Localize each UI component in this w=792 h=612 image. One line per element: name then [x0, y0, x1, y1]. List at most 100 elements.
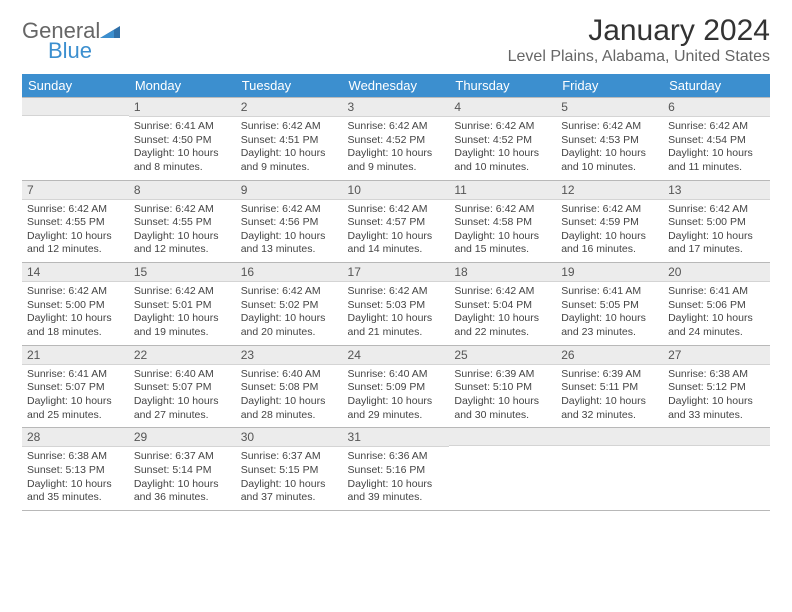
day-number: 6	[663, 98, 770, 117]
day-cell	[449, 428, 556, 511]
day-cell	[22, 98, 129, 181]
day-details: Sunrise: 6:42 AMSunset: 5:01 PMDaylight:…	[129, 282, 236, 345]
day-details: Sunrise: 6:42 AMSunset: 4:54 PMDaylight:…	[663, 117, 770, 180]
day-cell: 18Sunrise: 6:42 AMSunset: 5:04 PMDayligh…	[449, 263, 556, 346]
calendar-header-row: SundayMondayTuesdayWednesdayThursdayFrid…	[22, 74, 770, 98]
day-cell: 21Sunrise: 6:41 AMSunset: 5:07 PMDayligh…	[22, 345, 129, 428]
day-number: 5	[556, 98, 663, 117]
day-cell: 22Sunrise: 6:40 AMSunset: 5:07 PMDayligh…	[129, 345, 236, 428]
day-details: Sunrise: 6:38 AMSunset: 5:13 PMDaylight:…	[22, 447, 129, 510]
day-number: 3	[343, 98, 450, 117]
week-row: 7Sunrise: 6:42 AMSunset: 4:55 PMDaylight…	[22, 180, 770, 263]
day-details: Sunrise: 6:42 AMSunset: 4:51 PMDaylight:…	[236, 117, 343, 180]
day-details: Sunrise: 6:37 AMSunset: 5:14 PMDaylight:…	[129, 447, 236, 510]
day-header: Thursday	[449, 74, 556, 98]
day-details: Sunrise: 6:42 AMSunset: 4:55 PMDaylight:…	[22, 200, 129, 263]
day-details: Sunrise: 6:41 AMSunset: 5:06 PMDaylight:…	[663, 282, 770, 345]
day-cell: 23Sunrise: 6:40 AMSunset: 5:08 PMDayligh…	[236, 345, 343, 428]
week-row: 21Sunrise: 6:41 AMSunset: 5:07 PMDayligh…	[22, 345, 770, 428]
day-cell: 28Sunrise: 6:38 AMSunset: 5:13 PMDayligh…	[22, 428, 129, 511]
day-details: Sunrise: 6:40 AMSunset: 5:09 PMDaylight:…	[343, 365, 450, 428]
day-number: 15	[129, 263, 236, 282]
day-number: 19	[556, 263, 663, 282]
day-number: 4	[449, 98, 556, 117]
day-cell	[556, 428, 663, 511]
day-number: 11	[449, 181, 556, 200]
day-number: 2	[236, 98, 343, 117]
day-cell: 19Sunrise: 6:41 AMSunset: 5:05 PMDayligh…	[556, 263, 663, 346]
day-details: Sunrise: 6:42 AMSunset: 4:52 PMDaylight:…	[449, 117, 556, 180]
day-number: 9	[236, 181, 343, 200]
day-number: 17	[343, 263, 450, 282]
day-number: 18	[449, 263, 556, 282]
calendar-table: SundayMondayTuesdayWednesdayThursdayFrid…	[22, 74, 770, 511]
day-cell: 25Sunrise: 6:39 AMSunset: 5:10 PMDayligh…	[449, 345, 556, 428]
day-cell: 10Sunrise: 6:42 AMSunset: 4:57 PMDayligh…	[343, 180, 450, 263]
day-details: Sunrise: 6:42 AMSunset: 4:59 PMDaylight:…	[556, 200, 663, 263]
day-number: 16	[236, 263, 343, 282]
day-cell: 2Sunrise: 6:42 AMSunset: 4:51 PMDaylight…	[236, 98, 343, 181]
brand-logo: General Blue	[22, 18, 122, 64]
day-details: Sunrise: 6:42 AMSunset: 4:56 PMDaylight:…	[236, 200, 343, 263]
day-cell: 15Sunrise: 6:42 AMSunset: 5:01 PMDayligh…	[129, 263, 236, 346]
day-cell: 4Sunrise: 6:42 AMSunset: 4:52 PMDaylight…	[449, 98, 556, 181]
day-number: 28	[22, 428, 129, 447]
day-number: 22	[129, 346, 236, 365]
day-details: Sunrise: 6:40 AMSunset: 5:07 PMDaylight:…	[129, 365, 236, 428]
day-number: 7	[22, 181, 129, 200]
day-number: 25	[449, 346, 556, 365]
day-details: Sunrise: 6:40 AMSunset: 5:08 PMDaylight:…	[236, 365, 343, 428]
calendar-body: 1Sunrise: 6:41 AMSunset: 4:50 PMDaylight…	[22, 98, 770, 511]
day-details: Sunrise: 6:42 AMSunset: 4:55 PMDaylight:…	[129, 200, 236, 263]
day-cell	[663, 428, 770, 511]
day-cell: 24Sunrise: 6:40 AMSunset: 5:09 PMDayligh…	[343, 345, 450, 428]
day-number: 27	[663, 346, 770, 365]
page-title: January 2024	[508, 14, 770, 48]
day-header: Sunday	[22, 74, 129, 98]
day-cell: 13Sunrise: 6:42 AMSunset: 5:00 PMDayligh…	[663, 180, 770, 263]
day-number: 14	[22, 263, 129, 282]
day-details: Sunrise: 6:42 AMSunset: 5:02 PMDaylight:…	[236, 282, 343, 345]
calendar-page: General Blue January 2024 Level Plains, …	[0, 0, 792, 612]
day-number: 24	[343, 346, 450, 365]
location: Level Plains, Alabama, United States	[508, 48, 770, 66]
day-cell: 11Sunrise: 6:42 AMSunset: 4:58 PMDayligh…	[449, 180, 556, 263]
day-cell: 27Sunrise: 6:38 AMSunset: 5:12 PMDayligh…	[663, 345, 770, 428]
day-header: Monday	[129, 74, 236, 98]
day-number: 29	[129, 428, 236, 447]
day-details: Sunrise: 6:42 AMSunset: 4:58 PMDaylight:…	[449, 200, 556, 263]
day-details: Sunrise: 6:42 AMSunset: 5:04 PMDaylight:…	[449, 282, 556, 345]
day-number: 30	[236, 428, 343, 447]
header: General Blue January 2024 Level Plains, …	[22, 14, 770, 66]
day-details: Sunrise: 6:37 AMSunset: 5:15 PMDaylight:…	[236, 447, 343, 510]
day-number: 12	[556, 181, 663, 200]
day-details: Sunrise: 6:39 AMSunset: 5:10 PMDaylight:…	[449, 365, 556, 428]
day-details: Sunrise: 6:38 AMSunset: 5:12 PMDaylight:…	[663, 365, 770, 428]
day-number: 13	[663, 181, 770, 200]
day-details: Sunrise: 6:42 AMSunset: 5:00 PMDaylight:…	[663, 200, 770, 263]
day-cell: 7Sunrise: 6:42 AMSunset: 4:55 PMDaylight…	[22, 180, 129, 263]
day-cell: 30Sunrise: 6:37 AMSunset: 5:15 PMDayligh…	[236, 428, 343, 511]
week-row: 1Sunrise: 6:41 AMSunset: 4:50 PMDaylight…	[22, 98, 770, 181]
day-cell: 20Sunrise: 6:41 AMSunset: 5:06 PMDayligh…	[663, 263, 770, 346]
day-cell: 16Sunrise: 6:42 AMSunset: 5:02 PMDayligh…	[236, 263, 343, 346]
day-cell: 31Sunrise: 6:36 AMSunset: 5:16 PMDayligh…	[343, 428, 450, 511]
day-details: Sunrise: 6:42 AMSunset: 4:57 PMDaylight:…	[343, 200, 450, 263]
day-header: Wednesday	[343, 74, 450, 98]
day-number: 10	[343, 181, 450, 200]
logo-triangle-icon	[100, 20, 122, 46]
day-details: Sunrise: 6:41 AMSunset: 5:05 PMDaylight:…	[556, 282, 663, 345]
day-cell: 3Sunrise: 6:42 AMSunset: 4:52 PMDaylight…	[343, 98, 450, 181]
day-details: Sunrise: 6:42 AMSunset: 4:52 PMDaylight:…	[343, 117, 450, 180]
day-details: Sunrise: 6:42 AMSunset: 4:53 PMDaylight:…	[556, 117, 663, 180]
day-header: Friday	[556, 74, 663, 98]
day-cell: 12Sunrise: 6:42 AMSunset: 4:59 PMDayligh…	[556, 180, 663, 263]
day-number: 31	[343, 428, 450, 447]
day-number: 23	[236, 346, 343, 365]
day-details: Sunrise: 6:42 AMSunset: 5:00 PMDaylight:…	[22, 282, 129, 345]
day-cell: 14Sunrise: 6:42 AMSunset: 5:00 PMDayligh…	[22, 263, 129, 346]
day-header: Tuesday	[236, 74, 343, 98]
day-number: 8	[129, 181, 236, 200]
day-cell: 17Sunrise: 6:42 AMSunset: 5:03 PMDayligh…	[343, 263, 450, 346]
day-cell: 9Sunrise: 6:42 AMSunset: 4:56 PMDaylight…	[236, 180, 343, 263]
